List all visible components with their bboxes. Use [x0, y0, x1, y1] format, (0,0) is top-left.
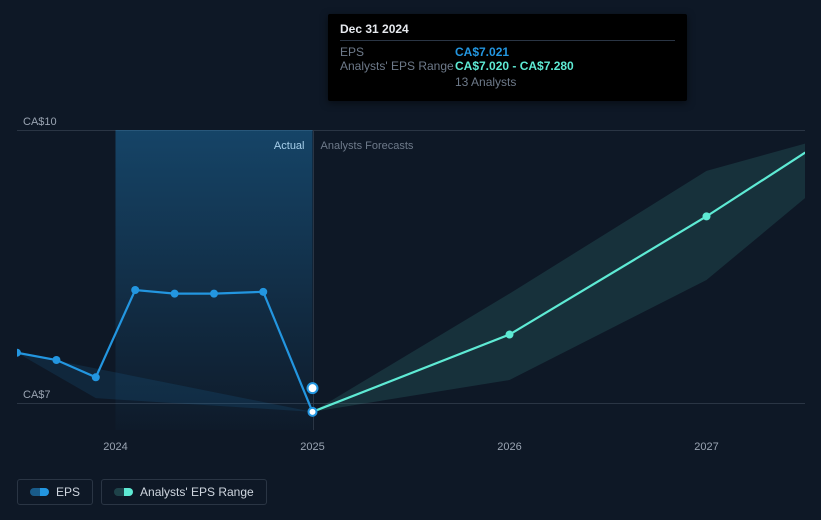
legend: EPS Analysts' EPS Range: [17, 479, 267, 505]
y-axis-label: CA$10: [23, 116, 57, 128]
x-axis-label: 2026: [497, 441, 521, 453]
legend-label: EPS: [56, 485, 80, 499]
x-axis-label: 2024: [103, 441, 127, 453]
tooltip-date: Dec 31 2024: [340, 22, 675, 36]
tooltip: Dec 31 2024 EPSCA$7.021Analysts' EPS Ran…: [328, 14, 687, 101]
tooltip-row-key: Analysts' EPS Range: [340, 59, 455, 73]
chart-area[interactable]: CA$10CA$7ActualAnalysts Forecasts2024202…: [17, 130, 805, 430]
legend-label: Analysts' EPS Range: [140, 485, 254, 499]
eps-forecast-chart: CA$10CA$7ActualAnalysts Forecasts2024202…: [0, 0, 821, 520]
x-axis-label: 2025: [300, 441, 324, 453]
legend-swatch: [114, 488, 132, 496]
tooltip-row-value: CA$7.020 - CA$7.280: [455, 59, 574, 73]
tooltip-row: Analysts' EPS RangeCA$7.020 - CA$7.280: [340, 59, 675, 73]
legend-swatch: [30, 488, 48, 496]
legend-item[interactable]: Analysts' EPS Range: [101, 479, 267, 505]
legend-item[interactable]: EPS: [17, 479, 93, 505]
tooltip-row-key: EPS: [340, 45, 455, 59]
chart-svg: [17, 130, 805, 430]
tooltip-row: EPSCA$7.021: [340, 45, 675, 59]
tooltip-row-value: CA$7.021: [455, 45, 509, 59]
divider: [340, 40, 675, 41]
x-axis-label: 2027: [694, 441, 718, 453]
tooltip-analyst-count: 13 Analysts: [455, 75, 675, 89]
